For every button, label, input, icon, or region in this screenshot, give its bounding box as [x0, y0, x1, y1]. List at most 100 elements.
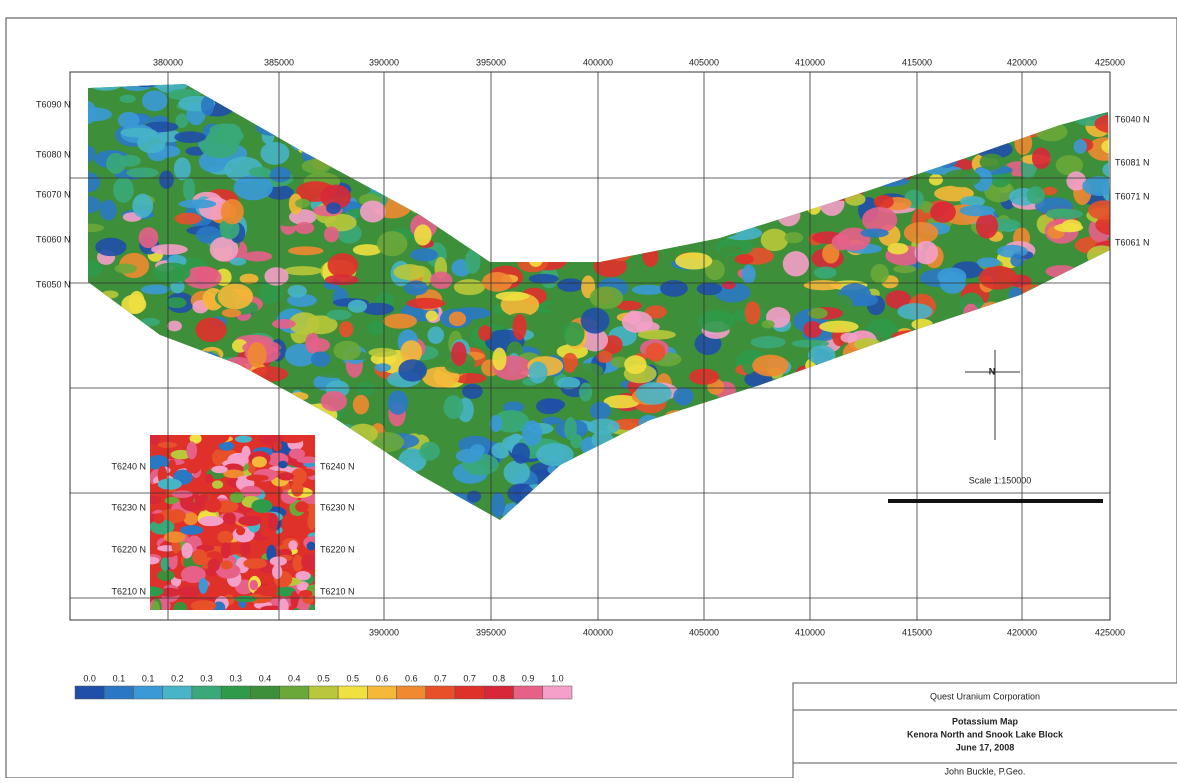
blotch: [124, 416, 143, 434]
legend-label: 0.9: [522, 673, 535, 683]
blotch: [180, 525, 203, 535]
blotch: [217, 531, 233, 544]
blotch: [259, 95, 274, 111]
blotch: [853, 118, 866, 127]
blotch: [1035, 123, 1067, 142]
blotch: [1080, 423, 1100, 433]
blotch: [955, 457, 990, 470]
blotch: [891, 330, 929, 343]
blotch: [352, 461, 374, 482]
blotch: [587, 419, 620, 435]
blotch: [413, 512, 452, 532]
line-label-left: T6070 N: [36, 189, 71, 199]
blotch: [592, 83, 606, 106]
blotch: [311, 352, 331, 367]
blotch: [868, 480, 889, 497]
blotch: [384, 513, 400, 526]
blotch: [490, 137, 511, 160]
blotch: [752, 355, 788, 377]
blotch: [636, 382, 672, 404]
blotch: [1065, 345, 1086, 363]
blotch: [760, 482, 778, 504]
blotch: [243, 251, 272, 261]
blotch: [146, 495, 161, 504]
blotch: [572, 227, 603, 238]
blotch: [339, 321, 353, 337]
line-label-left: T6080 N: [36, 149, 71, 159]
blotch: [802, 151, 822, 176]
blotch: [874, 195, 894, 209]
blotch: [758, 129, 785, 152]
blotch: [578, 471, 591, 494]
blotch: [551, 144, 572, 156]
blotch: [580, 177, 594, 201]
blotch: [452, 499, 467, 515]
blotch: [972, 454, 987, 478]
legend-swatch: [280, 686, 309, 699]
blotch: [871, 264, 889, 283]
blotch: [849, 363, 883, 384]
blotch: [820, 421, 856, 434]
blotch: [674, 157, 708, 178]
blotch: [965, 331, 981, 342]
blotch: [95, 238, 126, 256]
blotch: [341, 76, 379, 91]
blotch: [221, 542, 231, 558]
blotch: [808, 345, 836, 364]
blotch: [533, 160, 568, 178]
blotch: [204, 446, 213, 452]
legend-label: 0.4: [288, 673, 301, 683]
blotch: [819, 190, 844, 216]
blotch: [1101, 139, 1127, 155]
blotch: [1066, 347, 1098, 369]
blotch: [451, 193, 476, 212]
blotch: [89, 77, 122, 91]
blotch: [552, 469, 573, 491]
blotch: [1081, 75, 1118, 94]
blotch: [874, 366, 889, 388]
blotch: [87, 512, 118, 535]
blotch: [326, 202, 341, 214]
blotch: [218, 284, 253, 310]
blotch: [141, 318, 160, 326]
blotch: [496, 102, 524, 121]
blotch: [271, 84, 300, 107]
blotch: [413, 412, 426, 435]
blotch: [492, 347, 506, 370]
blotch: [240, 541, 250, 557]
blotch: [221, 379, 239, 395]
blotch: [781, 108, 820, 121]
legend-label: 0.5: [317, 673, 330, 683]
blotch: [222, 309, 241, 318]
line-label-right: T6040 N: [1115, 114, 1150, 124]
blotch: [789, 477, 816, 492]
blotch: [321, 391, 347, 411]
blotch: [932, 316, 948, 341]
blotch: [119, 95, 135, 103]
blotch: [902, 420, 918, 439]
blotch: [519, 192, 552, 216]
blotch: [507, 484, 534, 504]
blotch: [522, 250, 539, 259]
blotch: [823, 486, 858, 512]
blotch: [118, 112, 140, 128]
line-label-left: T6060 N: [36, 234, 71, 244]
blotch: [960, 456, 979, 477]
blotch: [826, 153, 852, 168]
blotch: [713, 132, 748, 142]
blotch: [305, 332, 319, 353]
blotch: [666, 477, 698, 490]
blotch: [854, 397, 872, 413]
blotch: [688, 449, 703, 468]
blotch: [257, 96, 290, 114]
blotch: [135, 389, 169, 412]
blotch: [788, 91, 800, 116]
blotch: [471, 178, 506, 197]
blotch: [132, 194, 153, 218]
legend-swatch: [192, 686, 221, 699]
blotch: [511, 189, 548, 200]
blotch: [1033, 93, 1068, 117]
blotch: [137, 133, 166, 153]
blotch: [570, 219, 597, 234]
blotch: [860, 228, 888, 237]
